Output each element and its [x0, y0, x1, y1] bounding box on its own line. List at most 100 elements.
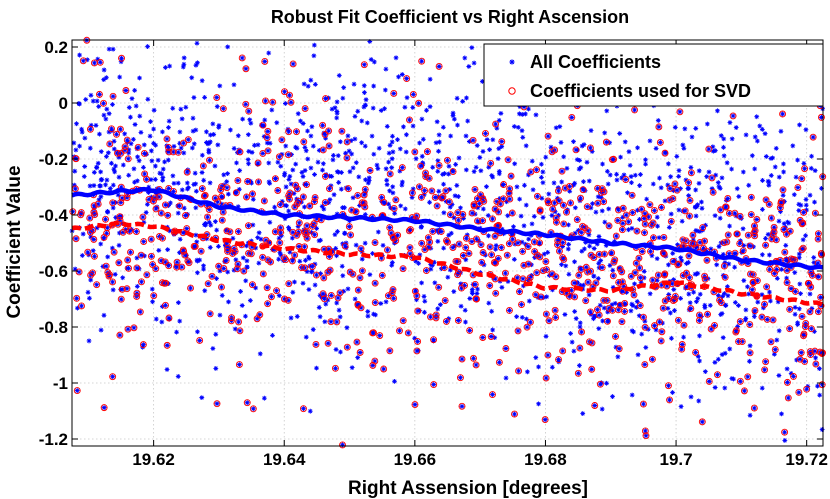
all-coefficients-point	[294, 232, 300, 238]
svd-coefficient-point	[560, 220, 568, 228]
all-coefficients-point	[288, 315, 294, 321]
svd-coefficient-point	[549, 205, 557, 213]
svd-coefficient-point	[338, 127, 346, 135]
all-coefficients-point	[632, 281, 637, 287]
svd-coefficient-point	[584, 268, 592, 276]
svd-coefficient-point	[773, 265, 781, 273]
all-coefficients-point	[379, 198, 385, 204]
all-coefficients-point	[642, 221, 648, 227]
all-coefficients-point	[633, 304, 639, 310]
all-coefficients-point	[124, 195, 130, 201]
all-coefficients-point	[305, 156, 311, 162]
all-coefficients-point	[628, 308, 634, 314]
all-coefficients-point	[225, 171, 230, 177]
all-coefficients-point	[471, 355, 476, 361]
all-coefficients-point	[687, 213, 692, 219]
all-coefficients-point	[98, 169, 104, 175]
svd-coefficient-point	[491, 205, 499, 213]
svd-coefficient-point	[554, 241, 562, 249]
svd-coefficient-point	[176, 202, 184, 210]
all-coefficients-point	[152, 177, 158, 182]
svd-coefficient-point	[800, 332, 807, 340]
all-coefficients-point	[98, 183, 103, 189]
all-coefficients-point	[670, 258, 676, 264]
all-coefficients-point	[588, 205, 594, 211]
all-coefficients-point	[397, 146, 403, 152]
all-coefficients-point	[579, 329, 584, 335]
all-coefficients-point	[619, 175, 625, 181]
all-coefficients-point	[737, 378, 743, 384]
all-coefficients-point	[416, 260, 421, 266]
all-coefficients-point	[506, 241, 512, 247]
all-coefficients-point	[312, 172, 317, 177]
all-coefficients-point	[375, 229, 381, 235]
svd-coefficient-point	[243, 399, 251, 407]
all-coefficients-point	[99, 176, 105, 182]
svd-coefficient-point	[310, 220, 318, 228]
all-coefficients-point	[118, 59, 124, 65]
all-coefficients-point	[105, 209, 110, 214]
svd-coefficient-point	[655, 123, 663, 131]
svd-coefficient-point	[593, 306, 601, 314]
all-coefficients-point	[493, 246, 499, 252]
all-coefficients-point	[232, 326, 238, 332]
all-coefficients-point	[727, 120, 733, 125]
all-coefficients-point	[546, 318, 552, 324]
all-coefficients-point	[307, 203, 313, 209]
all-coefficients-point	[359, 140, 365, 146]
all-coefficients-point	[540, 169, 546, 175]
all-coefficients-point	[568, 293, 574, 298]
all-coefficients-point	[442, 298, 448, 303]
legend-markers	[508, 59, 516, 95]
all-coefficients-point	[311, 42, 317, 48]
all-coefficients-point	[367, 272, 373, 278]
all-coefficients-point	[357, 275, 363, 281]
all-coefficients-point	[126, 105, 132, 110]
svd-coefficient-point	[293, 128, 300, 136]
all-coefficients-point	[160, 175, 166, 181]
all-coefficients-point	[538, 294, 544, 300]
svd-coefficient-point	[405, 116, 413, 124]
svd-coefficient-point	[579, 186, 587, 194]
svd-coefficient-point	[799, 244, 807, 252]
all-coefficients-point	[434, 228, 440, 233]
all-coefficients-point	[110, 200, 116, 206]
all-coefficients-point	[156, 194, 162, 200]
all-coefficients-point	[142, 171, 148, 177]
svd-coefficient-point	[487, 159, 495, 167]
all-coefficients-point	[397, 168, 403, 174]
svd-coefficient-point	[573, 216, 581, 223]
all-coefficients-point	[185, 137, 191, 143]
all-coefficients-point	[642, 211, 648, 217]
all-coefficients-point	[139, 279, 144, 285]
all-coefficients-point	[679, 218, 685, 224]
svd-coefficient-point	[426, 238, 434, 246]
all-coefficients-point	[674, 187, 680, 193]
all-coefficients-point	[787, 306, 793, 312]
all-coefficients-point	[722, 274, 728, 280]
all-coefficients-point	[712, 359, 718, 365]
all-coefficients-point	[308, 77, 314, 83]
all-coefficients-point	[523, 111, 528, 117]
all-coefficients-point	[716, 244, 722, 249]
all-coefficients-point	[731, 376, 736, 382]
svd-coefficient-point	[577, 194, 584, 202]
svd-coefficient-point	[701, 275, 709, 283]
all-coefficients-point	[296, 244, 302, 249]
all-coefficients-point	[582, 188, 588, 194]
all-coefficients-point	[777, 205, 783, 211]
all-coefficients-point	[277, 249, 283, 255]
all-coefficients-point	[661, 235, 667, 240]
all-coefficients-point	[212, 163, 218, 169]
all-coefficients-point	[772, 164, 778, 170]
svd-coefficient-point	[234, 260, 242, 268]
all-coefficients-point	[511, 224, 516, 230]
all-coefficients-point	[448, 230, 454, 236]
all-coefficients-point	[155, 157, 161, 163]
all-coefficients-point	[267, 219, 273, 225]
svd-coefficient-point	[274, 187, 282, 194]
all-coefficients-point	[512, 411, 517, 417]
all-coefficients-point	[557, 124, 563, 130]
all-coefficients-point	[269, 294, 274, 300]
all-coefficients-point	[804, 386, 810, 392]
